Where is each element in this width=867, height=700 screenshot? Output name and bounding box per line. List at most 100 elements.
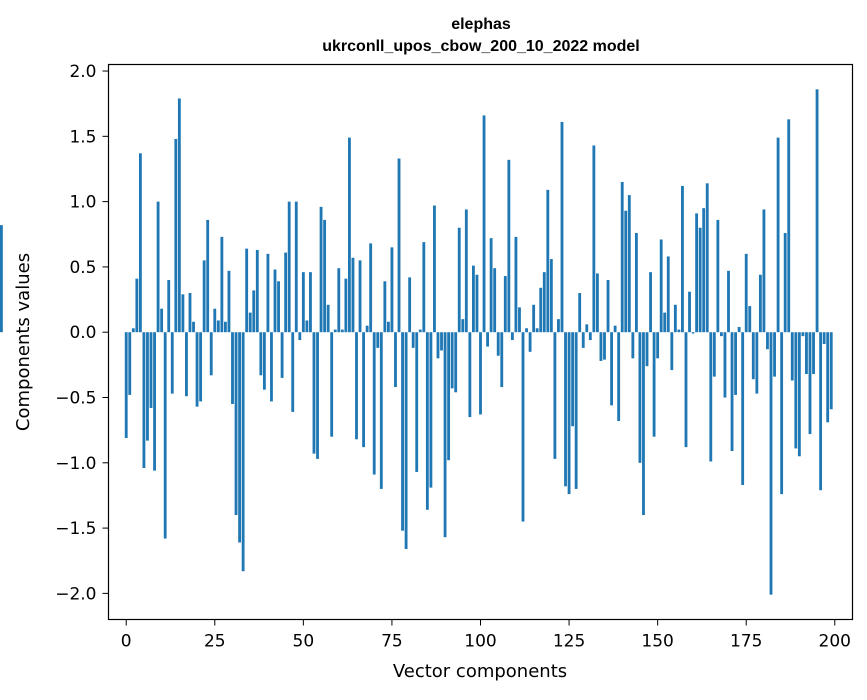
bar bbox=[174, 138, 178, 333]
bar bbox=[227, 270, 231, 333]
bar bbox=[312, 332, 316, 454]
bar bbox=[578, 293, 582, 333]
bar bbox=[348, 137, 351, 333]
bar bbox=[751, 332, 755, 380]
bar bbox=[557, 319, 560, 333]
bar bbox=[741, 332, 745, 485]
bar bbox=[160, 308, 164, 333]
bar bbox=[457, 227, 461, 333]
bar bbox=[645, 332, 649, 367]
bar bbox=[365, 325, 369, 333]
bar bbox=[188, 293, 192, 333]
y-tick-label: 0.0 bbox=[69, 323, 96, 343]
bar bbox=[787, 119, 791, 333]
bar bbox=[560, 121, 564, 333]
bar bbox=[259, 332, 263, 376]
bar bbox=[181, 294, 185, 333]
bar bbox=[624, 210, 628, 333]
bar bbox=[195, 332, 199, 407]
bar bbox=[464, 209, 468, 333]
bar bbox=[231, 332, 234, 405]
x-tick-label: 150 bbox=[641, 632, 673, 652]
bar bbox=[634, 232, 638, 333]
bar bbox=[503, 276, 507, 333]
bar bbox=[472, 265, 475, 333]
bar bbox=[216, 320, 220, 333]
bar bbox=[436, 332, 440, 359]
y-axis-ticks: 2.0 1.5 1.0 0.5 0.0 −0.5 −1.0 −1.5 −2.0 bbox=[55, 62, 109, 604]
bar bbox=[677, 329, 681, 333]
bar bbox=[192, 321, 195, 333]
bar bbox=[546, 189, 550, 333]
bar bbox=[461, 319, 465, 333]
bar bbox=[386, 321, 390, 333]
bar bbox=[245, 248, 249, 333]
bar bbox=[316, 332, 319, 459]
bar bbox=[415, 332, 419, 472]
bar bbox=[369, 243, 373, 333]
bar bbox=[553, 332, 557, 459]
x-tick-label: 175 bbox=[730, 632, 762, 652]
bar bbox=[170, 332, 174, 394]
bar bbox=[401, 332, 404, 531]
bar bbox=[613, 325, 617, 333]
bar bbox=[815, 89, 819, 333]
bar bbox=[603, 332, 606, 360]
bar bbox=[518, 307, 521, 333]
bar bbox=[659, 239, 663, 333]
bar bbox=[769, 332, 773, 595]
bar bbox=[794, 332, 798, 449]
bar bbox=[156, 201, 160, 333]
bar bbox=[673, 304, 677, 333]
bar bbox=[712, 332, 716, 377]
bar bbox=[737, 326, 741, 333]
bar bbox=[433, 205, 436, 333]
bar bbox=[0, 225, 3, 333]
bar bbox=[642, 332, 645, 516]
bar bbox=[688, 291, 691, 333]
y-axis-label: Components values bbox=[13, 253, 34, 431]
bar bbox=[411, 332, 415, 348]
bar bbox=[479, 332, 482, 415]
bar bbox=[280, 332, 284, 378]
bar bbox=[326, 304, 330, 333]
y-tick-label: 1.0 bbox=[69, 193, 96, 213]
bar bbox=[588, 332, 592, 341]
bar bbox=[333, 329, 337, 333]
bar bbox=[234, 332, 238, 516]
x-tick-label: 75 bbox=[381, 632, 403, 652]
bar bbox=[528, 332, 532, 352]
bar bbox=[617, 332, 621, 422]
bar bbox=[649, 272, 652, 333]
bar bbox=[177, 98, 181, 333]
bar bbox=[691, 332, 695, 334]
y-tick-label: 0.5 bbox=[69, 258, 96, 278]
bar bbox=[514, 236, 518, 333]
bar bbox=[684, 332, 688, 448]
bar bbox=[829, 332, 833, 410]
bar bbox=[124, 332, 128, 438]
bar bbox=[808, 332, 812, 435]
bar bbox=[549, 259, 553, 333]
bar bbox=[185, 332, 188, 397]
bar bbox=[698, 227, 702, 333]
bar bbox=[135, 278, 139, 333]
bar bbox=[284, 252, 288, 333]
bar bbox=[610, 332, 613, 406]
bar bbox=[238, 332, 241, 543]
bar bbox=[404, 332, 408, 549]
bar bbox=[585, 324, 589, 333]
bar bbox=[319, 206, 323, 333]
bar bbox=[606, 279, 610, 333]
x-axis-ticks: 0 25 50 75 100 125 150 175 200 bbox=[121, 619, 851, 652]
bar bbox=[631, 332, 635, 359]
bar bbox=[826, 332, 830, 423]
y-tick-label: 2.0 bbox=[69, 62, 96, 82]
bar bbox=[734, 332, 737, 395]
bar bbox=[372, 332, 376, 475]
y-tick-label: −1.0 bbox=[55, 454, 96, 474]
bar bbox=[705, 183, 709, 333]
bar bbox=[521, 332, 525, 522]
y-tick-label: 1.5 bbox=[69, 127, 96, 147]
